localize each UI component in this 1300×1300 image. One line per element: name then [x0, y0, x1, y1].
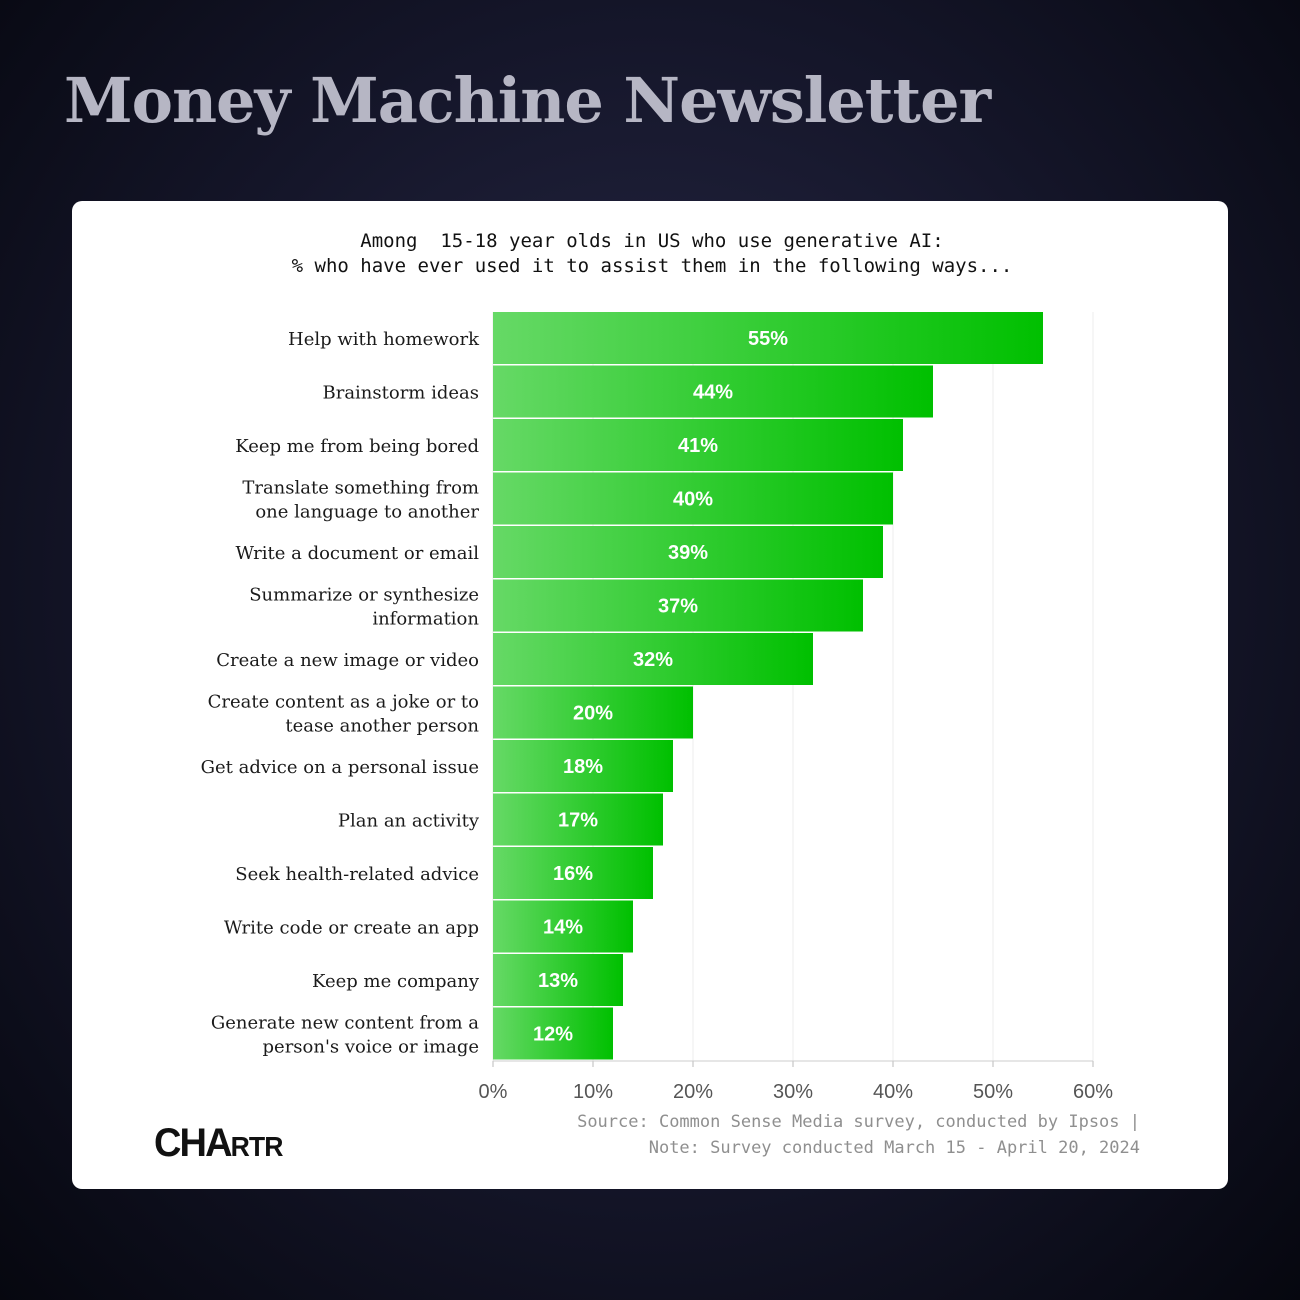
category-label: Generate new content from a person's voic… — [211, 1013, 479, 1058]
x-tick-label: 30% — [773, 1081, 813, 1101]
bar-value-label: 32% — [633, 649, 673, 671]
bar — [493, 633, 813, 685]
x-tick-label: 0% — [479, 1081, 508, 1101]
bar-value-label: 39% — [668, 542, 708, 564]
x-tick-label: 50% — [973, 1081, 1013, 1101]
source-note: Source: Common Sense Media survey, condu… — [577, 1109, 1140, 1161]
bar — [493, 900, 633, 953]
category-label: Help with homework — [288, 329, 480, 350]
bar-value-label: 44% — [693, 382, 733, 404]
bar — [493, 365, 933, 418]
category-label: Write a document or email — [235, 543, 479, 564]
category-label: Keep me from being bored — [235, 436, 479, 457]
chart-card: Among 15-18 year olds in US who use gene… — [72, 201, 1228, 1189]
x-tick-label: 40% — [873, 1081, 913, 1101]
category-label: Keep me company — [312, 971, 480, 992]
bar-value-label: 20% — [573, 703, 613, 725]
bar-value-label: 18% — [563, 756, 603, 778]
chart-heading-line-2: % who have ever used it to assist them i… — [291, 255, 1013, 277]
category-label: Plan an activity — [338, 811, 480, 832]
chart-heading-line-1: Among 15-18 year olds in US who use gene… — [360, 230, 944, 252]
bar — [493, 740, 673, 792]
x-tick-label: 20% — [673, 1081, 713, 1101]
category-label: Translate something from one language to … — [242, 478, 479, 523]
bar-value-label: 13% — [538, 970, 578, 992]
category-label: Get advice on a personal issue — [201, 757, 479, 778]
bar-value-label: 12% — [533, 1024, 573, 1046]
bar-value-label: 40% — [673, 489, 713, 511]
x-tick-label: 10% — [573, 1081, 613, 1101]
bar — [493, 526, 883, 578]
source-line-2: Note: Survey conducted March 15 - April … — [648, 1138, 1140, 1158]
category-label: Write code or create an app — [224, 918, 479, 939]
x-axis: 0% 10% 20% 30% 40% 50% 60% — [479, 1060, 1113, 1101]
bars: 55% 44% 41% 40% 39% 37% 32% 20% 18% 17% 16% 14% 13% 1… — [493, 312, 1043, 1060]
bar-value-label: 55% — [748, 328, 788, 350]
newsletter-title: Money Machine Newsletter — [64, 64, 991, 137]
bar — [493, 579, 863, 632]
bar-value-label: 16% — [553, 863, 593, 885]
bar — [493, 793, 663, 846]
chartr-logo: CHARTR — [154, 1121, 283, 1165]
bar-chart: 55% 44% 41% 40% 39% 37% 32% 20% 18% 17% 16% 14% 13% 1… — [201, 312, 1113, 1101]
bar — [493, 419, 903, 471]
source-line-1: Source: Common Sense Media survey, condu… — [577, 1112, 1140, 1132]
category-label: Seek health-related advice — [235, 864, 479, 885]
category-labels: Help with homework Brainstorm ideas Keep m… — [201, 329, 480, 1058]
bar — [493, 312, 1043, 364]
category-label: Summarize or synthesize information — [249, 585, 479, 630]
category-label: Create a new image or video — [216, 650, 479, 671]
category-label: Brainstorm ideas — [322, 383, 479, 404]
x-tick-label: 60% — [1073, 1081, 1113, 1101]
bar — [493, 686, 693, 739]
bar-value-label: 14% — [543, 917, 583, 939]
bar — [493, 1007, 613, 1060]
bar-value-label: 41% — [678, 435, 718, 457]
bar-value-label: 37% — [658, 596, 698, 618]
bar — [493, 847, 653, 899]
chart-heading: Among 15-18 year olds in US who use gene… — [72, 229, 1232, 279]
bar-value-label: 17% — [558, 810, 598, 832]
bar — [493, 472, 893, 525]
category-label: Create content as a joke or to tease anot… — [208, 692, 480, 737]
bar — [493, 954, 623, 1006]
